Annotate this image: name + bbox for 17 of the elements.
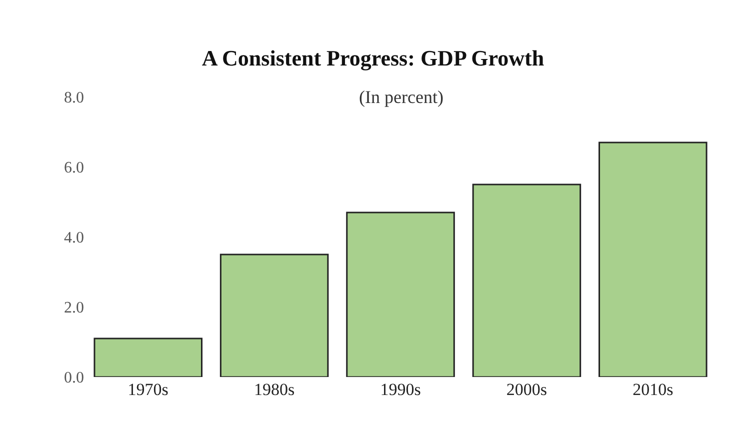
chart-title: A Consistent Progress: GDP Growth (202, 45, 544, 70)
y-tick-label: 2.0 (64, 300, 84, 317)
y-tick-label: 6.0 (64, 160, 84, 177)
x-tick-label: 2000s (506, 380, 548, 399)
x-tick-label: 1970s (128, 380, 168, 399)
bar (598, 142, 708, 377)
y-tick-label: 0.0 (64, 370, 84, 387)
bar (94, 338, 202, 377)
y-tick-label: 4.0 (64, 230, 84, 247)
x-tick-label: 2010s (632, 380, 674, 399)
chart-subtitle: (In percent) (359, 87, 444, 107)
bar (346, 212, 455, 377)
x-tick-label: 1980s (254, 380, 295, 399)
bar (220, 254, 329, 377)
bar (472, 184, 582, 377)
x-tick-label: 1990s (380, 380, 421, 399)
y-tick-label: 8.0 (64, 90, 84, 107)
